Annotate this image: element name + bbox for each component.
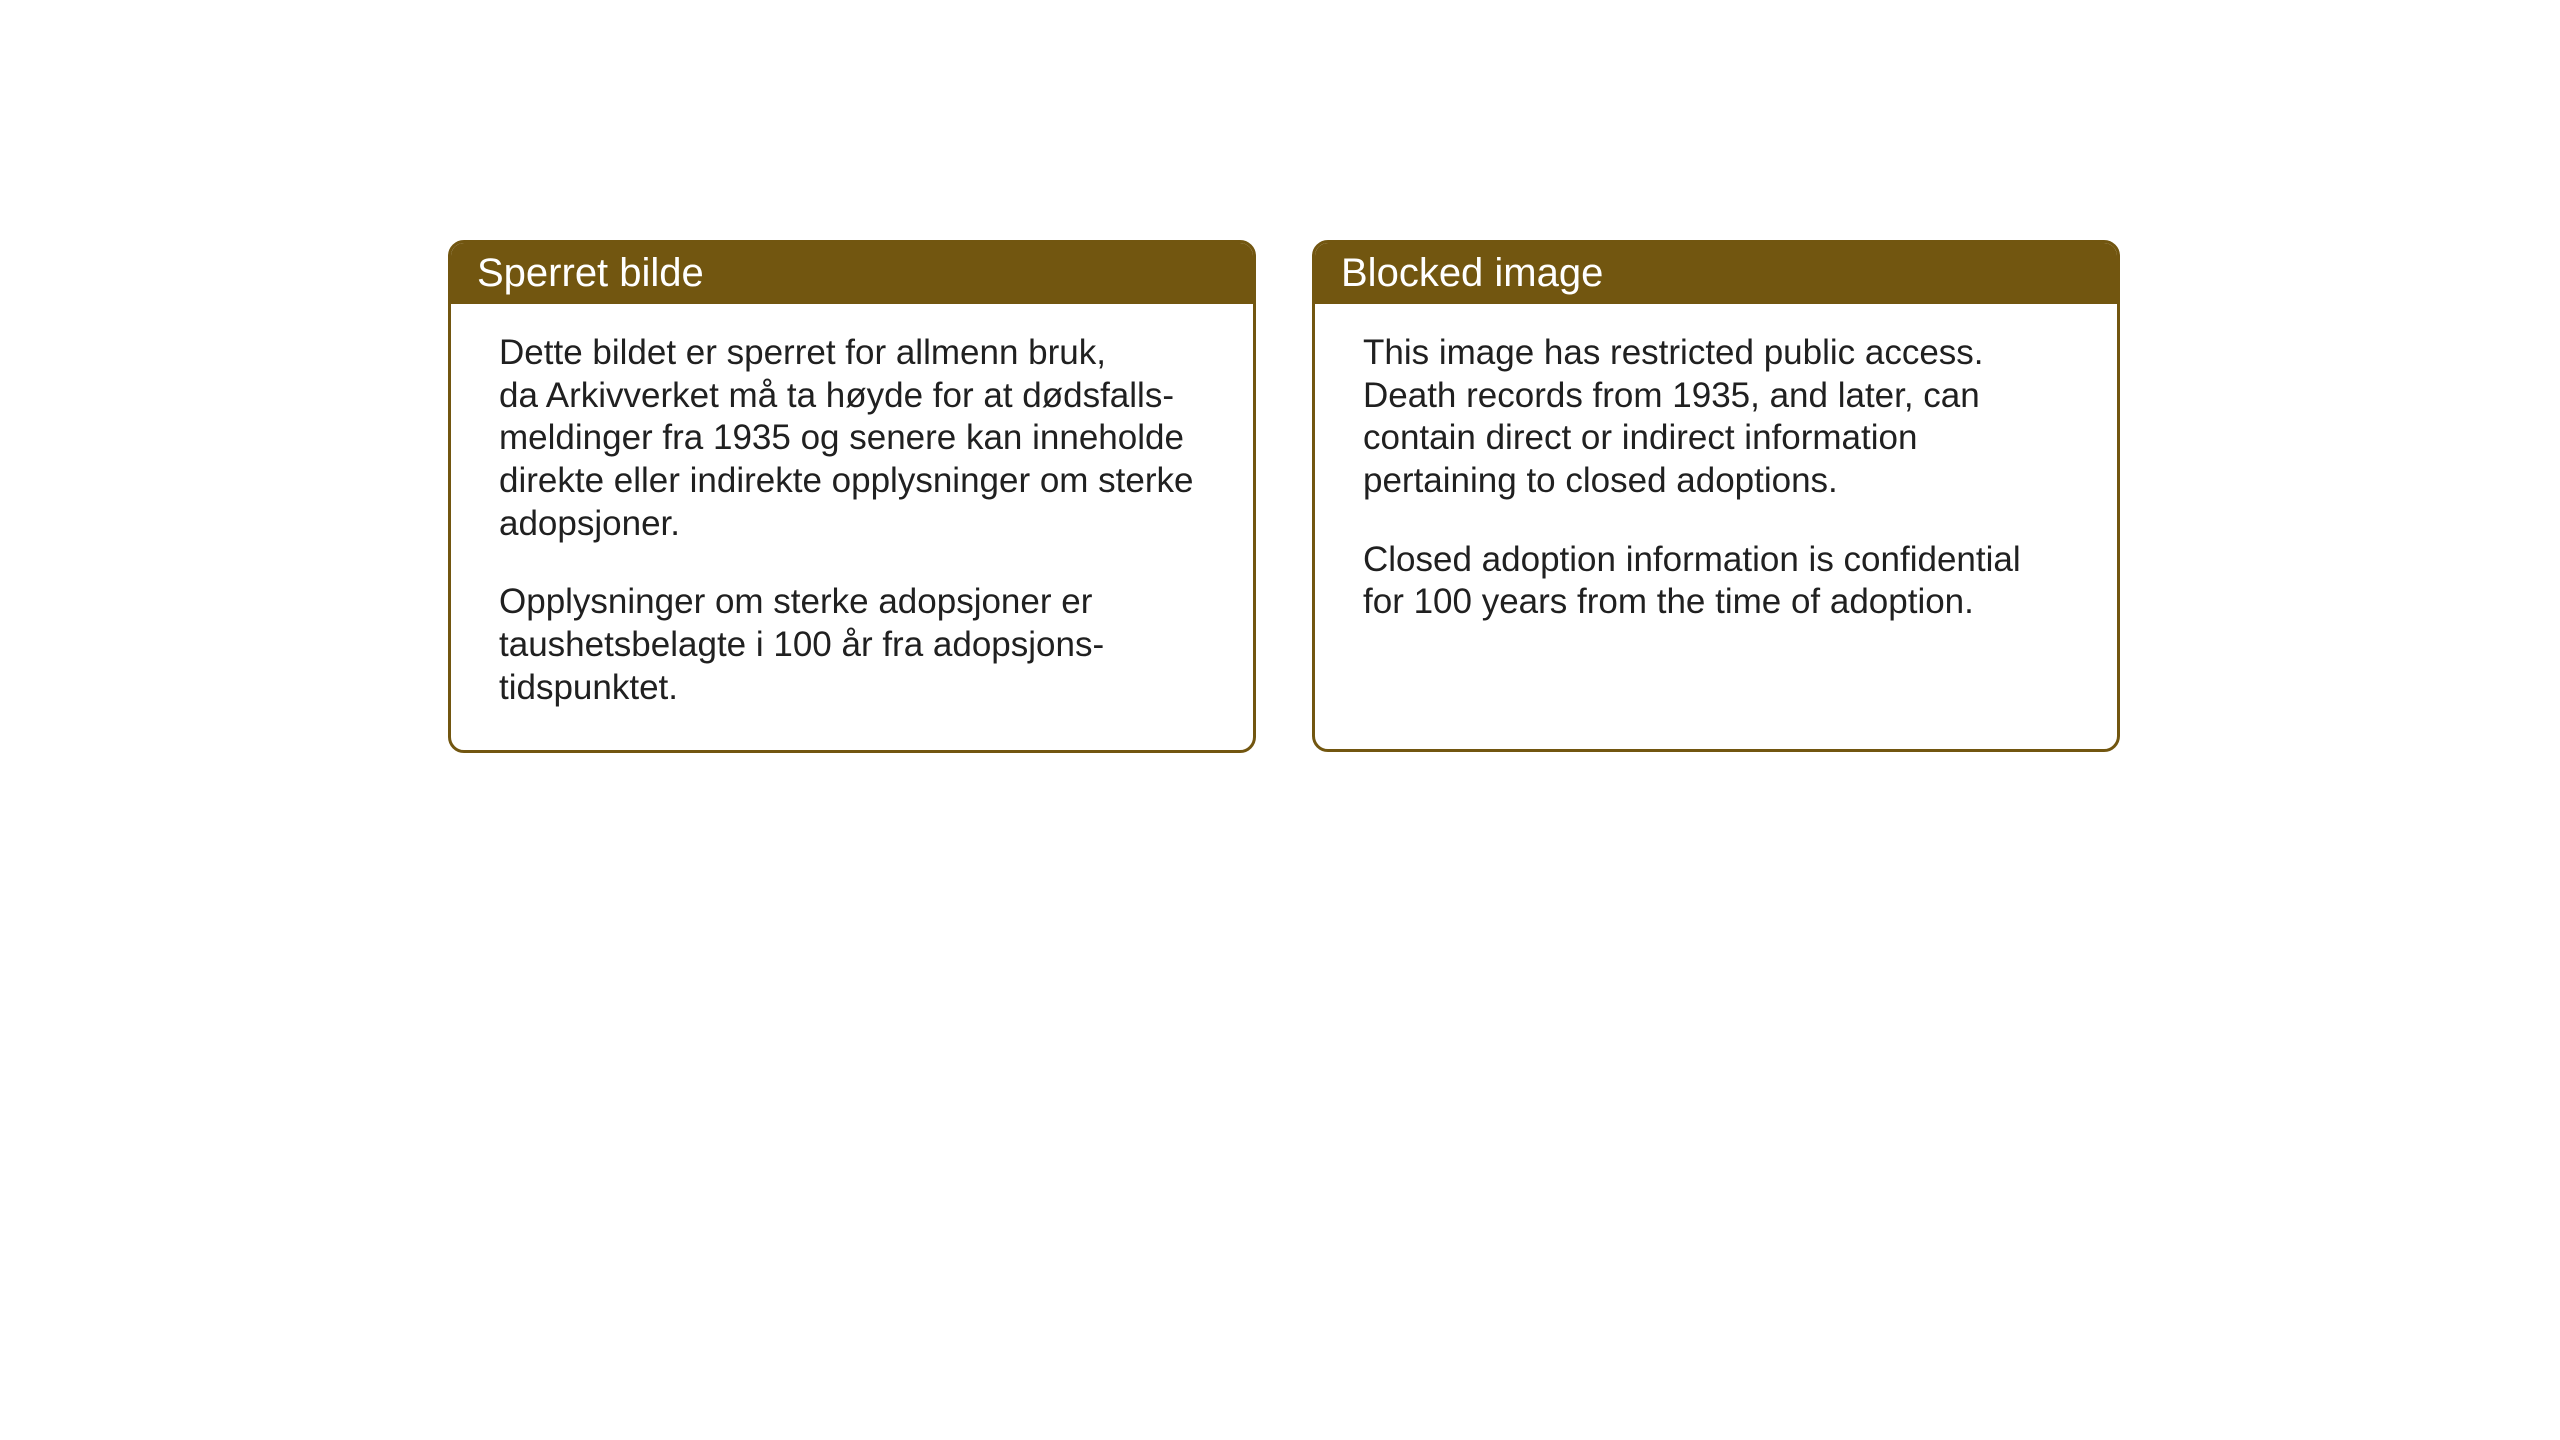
notice-body-norwegian: Dette bildet er sperret for allmenn bruk… xyxy=(451,304,1253,750)
notice-card-english: Blocked image This image has restricted … xyxy=(1312,240,2120,752)
notice-paragraph-2-norwegian: Opplysninger om sterke adopsjoner ertaus… xyxy=(499,581,1205,709)
notice-card-norwegian: Sperret bilde Dette bildet er sperret fo… xyxy=(448,240,1256,753)
notice-title-english: Blocked image xyxy=(1341,251,1603,295)
notice-container: Sperret bilde Dette bildet er sperret fo… xyxy=(448,240,2120,753)
notice-title-norwegian: Sperret bilde xyxy=(477,251,704,295)
notice-paragraph-2-english: Closed adoption information is confident… xyxy=(1363,539,2069,624)
notice-header-english: Blocked image xyxy=(1315,243,2117,304)
notice-header-norwegian: Sperret bilde xyxy=(451,243,1253,304)
notice-paragraph-1-english: This image has restricted public access.… xyxy=(1363,332,2069,503)
notice-body-english: This image has restricted public access.… xyxy=(1315,304,2117,664)
notice-paragraph-1-norwegian: Dette bildet er sperret for allmenn bruk… xyxy=(499,332,1205,545)
